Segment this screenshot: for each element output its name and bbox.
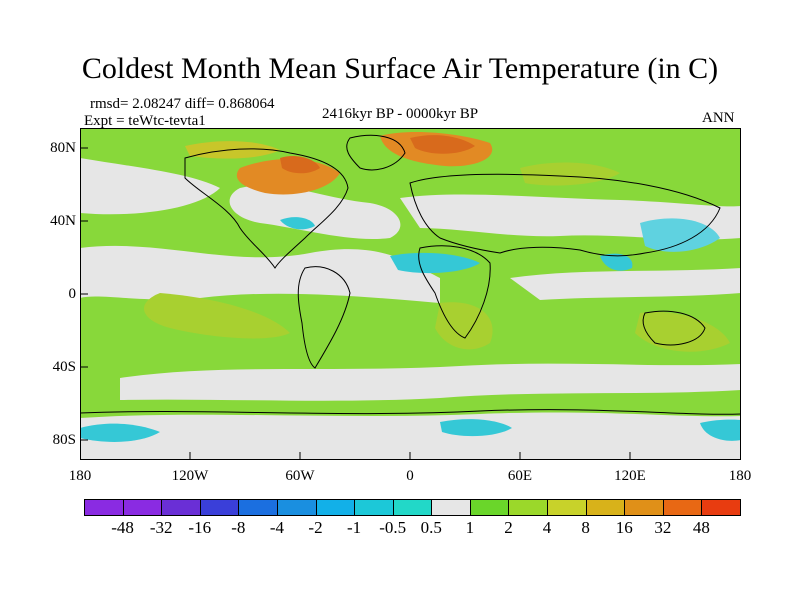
colorbar-box xyxy=(199,499,240,516)
colorbar-label: 8 xyxy=(581,518,590,537)
coast-eurasia xyxy=(409,173,721,257)
colorbar-box xyxy=(585,499,626,516)
yellowgreen-area-australia xyxy=(635,312,730,352)
coast-north-america xyxy=(184,148,349,269)
cool-anomaly-sahara xyxy=(390,252,480,274)
cool-anomaly-south-asia xyxy=(600,253,633,271)
colorbar-box xyxy=(624,499,664,516)
coastlines xyxy=(80,134,741,415)
lon-label-120e: 120E xyxy=(614,468,646,484)
period-label: 2416kyr BP - 0000kyr BP xyxy=(322,106,479,122)
colorbar-label: 16 xyxy=(615,518,633,537)
colorbar-box xyxy=(122,499,163,516)
neutral-area-north-america xyxy=(229,185,401,240)
lat-label-40s: 40S xyxy=(52,359,76,375)
colorbar-box xyxy=(547,499,587,516)
map-panel xyxy=(80,128,741,460)
lon-label-120w: 120W xyxy=(171,468,209,484)
warm-anomaly-core xyxy=(410,135,475,154)
lat-label-80n: 80N xyxy=(50,140,76,156)
cool-anomaly-antarctic-west xyxy=(80,423,160,442)
colorbar-label: -0.5 xyxy=(379,518,407,537)
colorbar-box xyxy=(662,499,703,516)
axis-ticks xyxy=(80,147,631,460)
neutral-band-southern-ocean xyxy=(120,363,741,401)
yellowgreen-area-east-pacific xyxy=(143,293,290,339)
coast-antarctica xyxy=(80,409,741,415)
colorbar-box xyxy=(315,499,356,516)
lat-label-40n: 40N xyxy=(50,213,76,229)
warm-anomaly-hudson xyxy=(280,156,320,174)
colorbar-label: -48 xyxy=(111,518,134,537)
colorbar-box xyxy=(701,499,741,516)
colorbar-label: 0.5 xyxy=(420,518,442,537)
cool-anomaly-antarctic-edge xyxy=(700,419,741,441)
colorbar-box xyxy=(238,499,278,516)
stats-text: rmsd= 2.08247 diff= 0.868064 xyxy=(90,96,275,112)
colorbar-box xyxy=(508,499,549,516)
colorbar-box xyxy=(431,499,471,516)
colorbar-label: 2 xyxy=(504,518,513,537)
colorbar-box xyxy=(392,499,433,516)
colorbar-box xyxy=(469,499,510,516)
colorbar-box xyxy=(84,499,124,516)
lat-label-0: 0 xyxy=(68,286,77,302)
neutral-band-equatorial-pacific xyxy=(80,245,440,303)
colorbar-label: 48 xyxy=(692,518,710,537)
neutral-area-antarctica xyxy=(80,412,741,460)
lat-label-80s: 80S xyxy=(52,432,76,448)
coast-south-america xyxy=(297,266,351,369)
coast-greenland xyxy=(346,134,406,171)
lon-label-180e: 180 xyxy=(728,468,752,484)
colorbar-label: 4 xyxy=(542,518,552,537)
colorbar-label: 32 xyxy=(654,518,672,537)
colorbar-label: -8 xyxy=(231,518,246,537)
coast-africa xyxy=(418,245,491,339)
neutral-area-north-pacific xyxy=(80,158,220,215)
yellowgreen-area-africa xyxy=(435,302,493,350)
colorbar-label: -4 xyxy=(269,518,285,537)
lon-label-60e: 60E xyxy=(507,468,533,484)
coast-australia xyxy=(642,310,706,346)
colorbar xyxy=(84,499,741,517)
lon-label-180w: 180 xyxy=(68,468,92,484)
colorbar-label: -16 xyxy=(188,518,212,537)
colorbar-label: -2 xyxy=(308,518,323,537)
colorbar-label: -1 xyxy=(347,518,362,537)
colorbar-label: -32 xyxy=(149,518,173,537)
season-label: ANN xyxy=(702,110,735,126)
colorbar-box xyxy=(276,499,317,516)
yellowgreen-area-siberia xyxy=(520,162,620,186)
colorbar-box xyxy=(161,499,201,516)
colorbar-label: 1 xyxy=(465,518,475,537)
cool-anomaly-northwest-pacific xyxy=(640,218,720,252)
lon-label-60w: 60W xyxy=(285,468,315,484)
plot-title: Coldest Month Mean Surface Air Temperatu… xyxy=(81,52,719,85)
lon-label-0: 0 xyxy=(406,468,414,484)
experiment-label: Expt = teWtc-tevta1 xyxy=(84,113,206,129)
neutral-area-indian-ocean xyxy=(510,268,741,300)
cool-anomaly-antarctic-east xyxy=(440,419,512,437)
cool-anomaly-north-america xyxy=(280,217,315,230)
colorbar-box xyxy=(354,499,394,516)
temperature-anomaly-map xyxy=(80,128,741,460)
